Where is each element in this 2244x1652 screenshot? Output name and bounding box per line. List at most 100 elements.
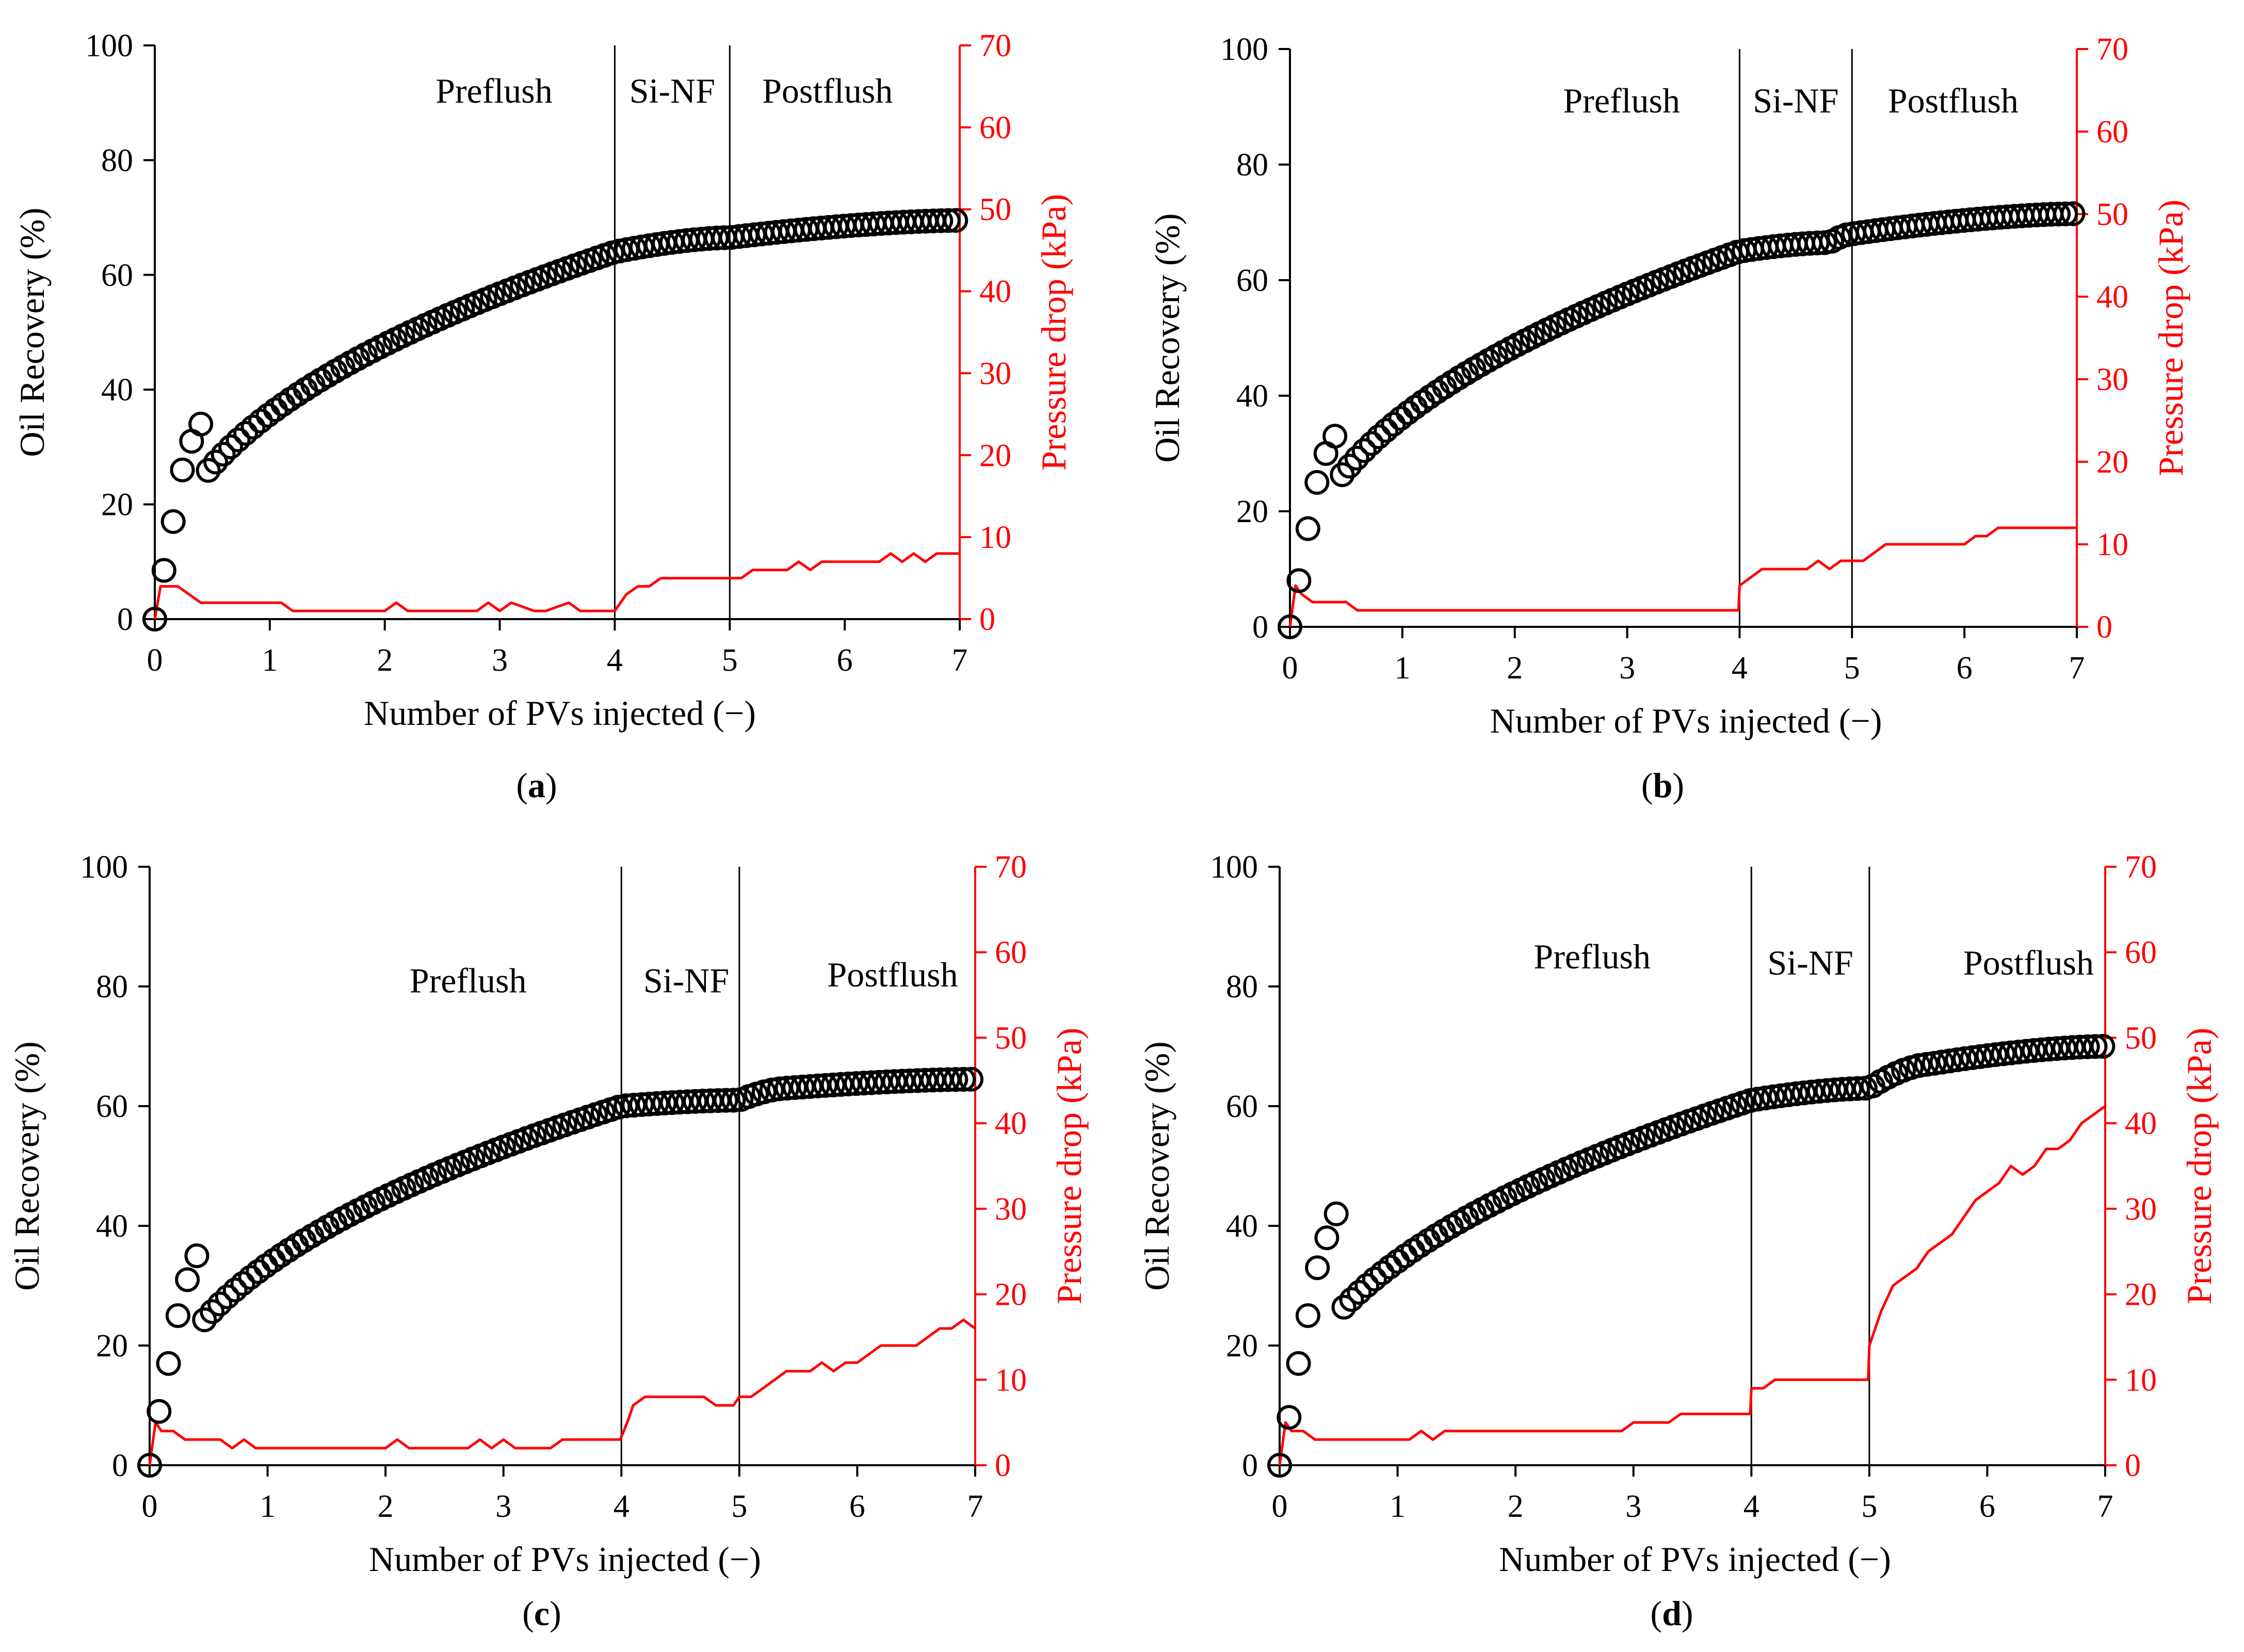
x-tick-label: 7 [967, 1489, 983, 1524]
x-tick-label: 2 [1508, 1489, 1524, 1524]
y-axis-label: Oil Recovery (%) [12, 207, 52, 457]
y2-tick-label: 0 [995, 1448, 1011, 1483]
x-tick-label: 7 [2097, 1489, 2113, 1524]
recovery-point [959, 1066, 983, 1092]
recovery-point [1286, 568, 1312, 593]
recovery-point [943, 1067, 968, 1092]
x-axis-label: Number of PVs injected (−) [364, 693, 756, 733]
y-tick-label: 60 [101, 258, 133, 293]
recovery-point [203, 449, 229, 475]
x-tick-label: 3 [492, 643, 508, 678]
recovery-point [935, 208, 961, 233]
recovery-point [160, 509, 186, 534]
recovery-point [230, 1271, 255, 1296]
y2-tick-label: 0 [2125, 1448, 2141, 1483]
recovery-point [1914, 1051, 1939, 1077]
recovery-point [196, 458, 221, 483]
pressure-drop-line [153, 552, 960, 620]
caption-close: ) [545, 766, 557, 805]
x-tick-label: 2 [378, 1489, 394, 1524]
y2-axis-label: Pressure drop (kPa) [1034, 194, 1073, 471]
y2-tick-label: 50 [979, 192, 1011, 228]
phase-label: Preflush [1533, 937, 1651, 976]
x-tick-label: 5 [722, 643, 738, 678]
caption-open: ( [522, 1594, 534, 1633]
recovery-point [1975, 1043, 2000, 1068]
phase-label: Preflush [435, 71, 553, 110]
x-axis-label: Number of PVs injected (−) [1490, 701, 1882, 740]
y2-axis-label: Pressure drop (kPa) [2180, 1028, 2219, 1304]
pressure-drop-line [148, 1318, 976, 1466]
recovery-point [207, 1291, 232, 1317]
recovery-point [1322, 424, 1348, 449]
y-tick-label: 100 [1220, 32, 1268, 67]
x-tick-label: 4 [607, 643, 623, 678]
x-tick-label: 5 [731, 1489, 747, 1524]
y-tick-label: 0 [112, 1448, 128, 1483]
y2-tick-label: 20 [2125, 1277, 2157, 1313]
recovery-point [1331, 1294, 1357, 1320]
y-tick-label: 20 [96, 1329, 128, 1364]
y-axis-label: Oil Recovery (%) [7, 1041, 46, 1290]
x-tick-label: 1 [260, 1489, 276, 1524]
x-tick-label: 1 [1394, 651, 1410, 686]
caption-letter: d [1662, 1594, 1682, 1633]
y2-tick-label: 10 [2096, 527, 2128, 562]
phase-label: Postflush [827, 955, 958, 994]
x-tick-label: 2 [377, 643, 393, 678]
y-tick-label: 20 [1226, 1329, 1258, 1364]
x-tick-label: 4 [1732, 651, 1748, 686]
x-tick-label: 3 [495, 1489, 511, 1524]
x-tick-label: 5 [1861, 1489, 1877, 1524]
y-axis-label: Oil Recovery (%) [1148, 213, 1187, 462]
y2-tick-label: 70 [2125, 850, 2157, 885]
y2-tick-label: 60 [2125, 935, 2157, 970]
recovery-point [1402, 395, 1428, 420]
recovery-point [1267, 1453, 1292, 1478]
y-tick-label: 60 [1236, 263, 1268, 298]
recovery-point [1784, 1081, 1809, 1106]
x-tick-label: 4 [1743, 1489, 1759, 1524]
recovery-point [225, 427, 251, 452]
y-tick-label: 80 [1236, 148, 1268, 183]
recovery-point [1374, 418, 1399, 443]
phase-label: Preflush [410, 961, 527, 1000]
x-tick-label: 7 [952, 643, 968, 678]
y2-axis-label: Pressure drop (kPa) [1050, 1028, 1089, 1304]
y2-tick-label: 30 [2096, 362, 2128, 397]
y-tick-label: 80 [96, 969, 128, 1005]
x-tick-label: 0 [142, 1489, 158, 1524]
recovery-point [1277, 1405, 1302, 1430]
recovery-point [192, 1307, 217, 1333]
recovery-point [1845, 1076, 1870, 1101]
caption-open: ( [1650, 1594, 1662, 1633]
x-axis-label: Number of PVs injected (−) [1499, 1540, 1891, 1579]
recovery-point [1761, 1084, 1786, 1109]
x-tick-label: 3 [1619, 651, 1635, 686]
recovery-point [1286, 1351, 1311, 1376]
recovery-point [151, 558, 176, 583]
y2-tick-label: 0 [979, 602, 995, 637]
recovery-point [142, 607, 167, 631]
y2-tick-label: 30 [2125, 1192, 2157, 1227]
recovery-point [1768, 1083, 1794, 1108]
panel-d: 0 20 40 60 80 100 0 10 20 30 40 50 60 70 0 1 2 3 4 5 6 7 Numbe… [1137, 850, 2219, 1633]
y-tick-label: 100 [85, 28, 133, 63]
y-tick-label: 40 [1236, 379, 1268, 414]
recovery-point [1314, 1225, 1339, 1251]
phase-label: Postflush [762, 71, 893, 110]
recovery-point [233, 420, 259, 446]
y2-tick-label: 10 [979, 520, 1011, 555]
recovery-point [1354, 1273, 1380, 1298]
y2-tick-label: 60 [979, 110, 1011, 145]
recovery-point [1295, 1303, 1320, 1328]
recovery-point [1967, 1044, 1993, 1069]
recovery-point [170, 457, 195, 482]
recovery-point [211, 442, 236, 467]
y2-tick-label: 20 [979, 438, 1011, 473]
panel-a: 0 20 40 60 80 100 0 10 20 30 40 50 60 70 0 1 2 3 4 5 6 7 Numbe… [12, 28, 1073, 805]
y-tick-label: 0 [117, 602, 133, 637]
x-tick-label: 1 [262, 643, 278, 678]
recovery-point [1776, 1082, 1801, 1107]
recovery-point [2053, 201, 2078, 226]
